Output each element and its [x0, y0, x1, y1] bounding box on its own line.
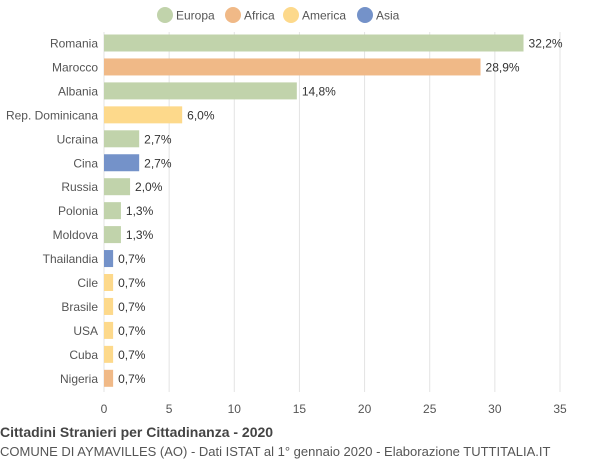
value-label: 0,7%	[118, 348, 146, 362]
legend-swatch	[225, 7, 241, 23]
value-label: 2,7%	[144, 132, 172, 146]
bar	[104, 345, 114, 363]
bar	[104, 297, 114, 315]
category-label: Albania	[58, 84, 98, 98]
category-label: Moldova	[53, 228, 99, 242]
category-label: Brasile	[61, 300, 98, 314]
legend: Europa Africa America Asia	[157, 7, 400, 23]
bar	[104, 202, 121, 220]
x-tick-label: 25	[423, 402, 437, 416]
category-label: Rep. Dominicana	[6, 108, 98, 122]
bar	[104, 321, 114, 339]
bar	[104, 34, 524, 52]
x-tick-label: 35	[553, 402, 567, 416]
value-label: 2,0%	[135, 180, 163, 194]
bar	[104, 154, 140, 172]
bar	[104, 82, 297, 100]
bar	[104, 250, 114, 268]
bar	[104, 130, 140, 148]
grid: 0 5 10 15 20 25 30 35	[101, 32, 567, 416]
value-label: 0,7%	[118, 324, 146, 338]
bar	[104, 106, 183, 124]
category-label: USA	[73, 324, 98, 338]
category-label: Polonia	[58, 204, 98, 218]
value-label: 1,3%	[126, 228, 154, 242]
value-label: 0,7%	[118, 372, 146, 386]
bars	[104, 34, 524, 387]
category-label: Russia	[61, 180, 98, 194]
category-label: Romania	[50, 37, 98, 51]
legend-label: Africa	[244, 9, 275, 23]
legend-label: Asia	[376, 9, 400, 23]
value-label: 28,9%	[486, 60, 520, 74]
category-label: Cina	[73, 156, 98, 170]
value-label: 32,2%	[529, 37, 563, 51]
x-tick-label: 0	[101, 402, 108, 416]
chart-title: Cittadini Stranieri per Cittadinanza - 2…	[0, 424, 274, 440]
legend-label: America	[302, 9, 346, 23]
category-label: Cile	[77, 276, 98, 290]
legend-swatch	[283, 7, 299, 23]
value-label: 14,8%	[302, 84, 336, 98]
x-tick-label: 10	[228, 402, 242, 416]
legend-label: Europa	[176, 9, 215, 23]
value-label: 2,7%	[144, 156, 172, 170]
category-label: Marocco	[52, 60, 98, 74]
category-label: Cuba	[69, 348, 98, 362]
legend-swatch	[157, 7, 173, 23]
labels: Romania 32,2% Marocco 28,9% Albania 14,8% Rep.…	[6, 37, 563, 386]
x-tick-label: 15	[293, 402, 307, 416]
x-tick-label: 20	[358, 402, 372, 416]
category-label: Thailandia	[43, 252, 99, 266]
chart-subtitle: COMUNE DI AYMAVILLES (AO) - Dati ISTAT a…	[0, 444, 551, 459]
value-label: 0,7%	[118, 276, 146, 290]
bar	[104, 369, 114, 387]
category-label: Ucraina	[57, 132, 99, 146]
bar	[104, 274, 114, 291]
x-tick-label: 30	[488, 402, 502, 416]
category-label: Nigeria	[60, 372, 98, 386]
value-label: 0,7%	[118, 300, 146, 314]
x-tick-label: 5	[166, 402, 173, 416]
bar	[104, 58, 481, 76]
bar	[104, 226, 121, 244]
legend-swatch	[357, 7, 373, 23]
value-label: 1,3%	[126, 204, 154, 218]
value-label: 6,0%	[187, 108, 215, 122]
bar	[104, 178, 131, 196]
value-label: 0,7%	[118, 252, 146, 266]
